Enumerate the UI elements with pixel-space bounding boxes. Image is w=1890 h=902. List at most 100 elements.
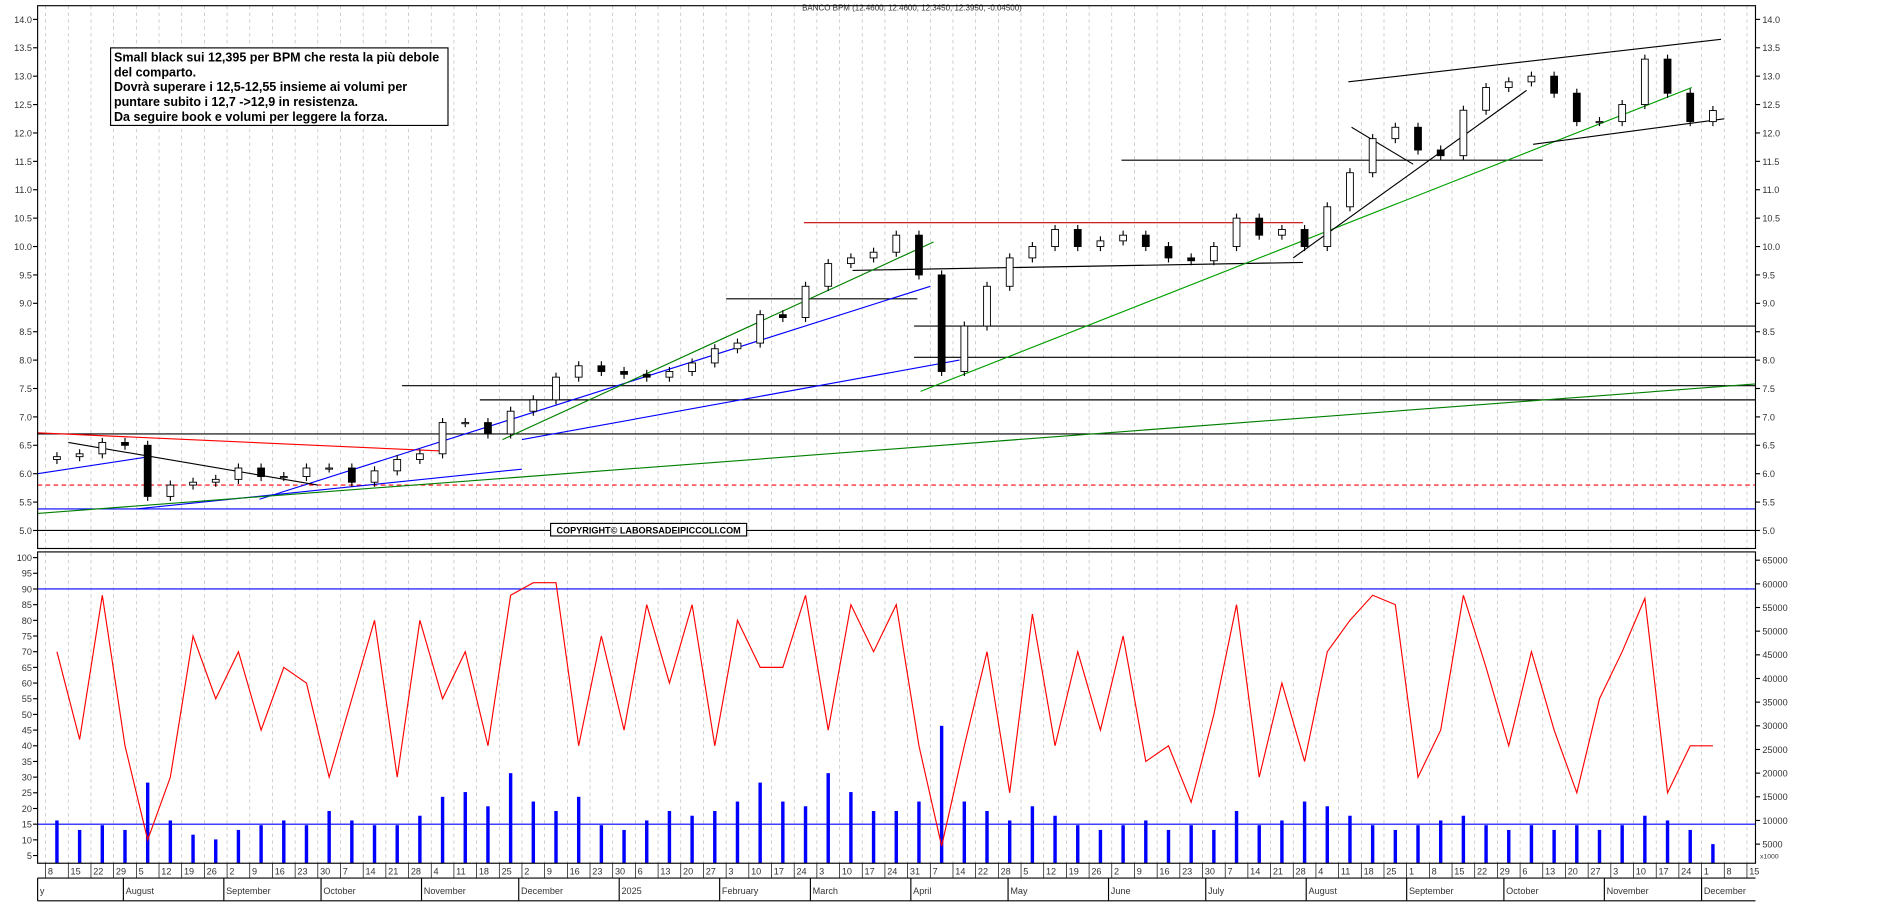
price-tick-label: 13.5: [1762, 43, 1780, 53]
date-tick-label: 14: [955, 867, 965, 877]
price-tick-label: 10.0: [14, 242, 32, 252]
candle-body: [801, 285, 810, 318]
volume-bar: [1257, 825, 1261, 864]
date-tick-label: 3: [728, 867, 733, 877]
candlesticks: [53, 54, 1717, 501]
candle-body: [506, 410, 515, 435]
month-label: August: [1308, 886, 1337, 896]
volume-bar: [214, 839, 218, 864]
date-tick-label: 8: [1727, 867, 1732, 877]
volume-tick-label: 50000: [1762, 627, 1787, 637]
oscillator-tick-label: 100: [17, 553, 32, 563]
candle-body: [1300, 229, 1309, 247]
volume-bar: [55, 820, 59, 864]
volume-tick-label: 45000: [1762, 650, 1787, 660]
date-tick-label: 18: [1364, 867, 1374, 877]
oscillator-line: [56, 582, 1713, 847]
volume-bar: [1575, 825, 1579, 864]
date-tick-label: 24: [796, 867, 806, 877]
volume-bar: [1461, 815, 1466, 864]
date-tick-label: 28: [411, 867, 421, 877]
date-tick-label: 15: [1454, 867, 1464, 877]
volume-bar: [645, 820, 649, 864]
date-tick-label: 23: [297, 867, 307, 877]
candle-body: [75, 453, 84, 458]
date-tick-label: 16: [275, 867, 285, 877]
date-tick-label: 7: [343, 867, 348, 877]
date-tick-label: 28: [1001, 867, 1011, 877]
trendline: [136, 468, 523, 510]
copyright-text: COPYRIGHT© LABORSADEIPICCOLI.COM: [556, 526, 740, 536]
candle-body: [552, 376, 560, 401]
candle-body: [279, 476, 288, 479]
price-tick-label: 12.0: [1762, 128, 1780, 138]
volume-bar: [1189, 825, 1193, 864]
price-tick-label: 8.0: [1762, 356, 1775, 366]
oscillator-tick-label: 70: [22, 647, 32, 657]
candle-body: [257, 467, 265, 477]
oscillator-tick-label: 20: [22, 804, 32, 814]
month-label: October: [1506, 886, 1538, 896]
date-tick-label: 2: [229, 867, 234, 877]
oscillator-tick-label: 50: [22, 710, 32, 720]
date-tick-label: 12: [1046, 867, 1056, 877]
volume-tick-label: 25000: [1762, 745, 1787, 755]
trendline: [37, 383, 1756, 515]
price-tick-label: 7.5: [1762, 384, 1775, 394]
date-tick-label: 29: [1500, 867, 1510, 877]
volume-bar: [1121, 825, 1125, 864]
candle-body: [892, 234, 901, 253]
price-tick-label: 8.0: [19, 356, 32, 366]
volume-bar: [1053, 815, 1057, 864]
candle-body: [574, 365, 583, 378]
candle-body: [1232, 217, 1241, 247]
candle-body: [1414, 126, 1422, 151]
month-label: April: [913, 886, 931, 896]
candle-body: [642, 373, 651, 378]
date-tick-label: 6: [638, 867, 643, 877]
month-label: May: [1010, 886, 1028, 896]
volume-tick-label: 55000: [1762, 603, 1787, 613]
oscillator-tick-label: 5: [27, 851, 32, 861]
date-tick-label: 9: [547, 867, 552, 877]
volume-tick-label: 60000: [1762, 579, 1787, 589]
volume-bar: [599, 825, 604, 864]
trendline: [259, 285, 931, 500]
candle-body: [302, 467, 311, 477]
date-tick-label: 4: [434, 867, 439, 877]
candle-body: [211, 478, 220, 483]
month-label: 2025: [621, 886, 641, 896]
trendline: [852, 261, 1303, 271]
date-tick-label: 27: [1590, 867, 1600, 877]
date-tick-label: 15: [71, 867, 81, 877]
volume-bar: [622, 829, 626, 864]
volume-bar: [849, 792, 853, 864]
month-label: December: [521, 886, 563, 896]
price-tick-label: 8.5: [19, 327, 32, 337]
volume-bar: [1665, 820, 1670, 864]
candle-body: [1436, 149, 1445, 157]
chart-title: BANCO BPM (12.4600, 12.4600, 12.3450, 12…: [802, 3, 1022, 12]
volume-tick-label: 20000: [1762, 769, 1787, 779]
oscillator-tick-label: 90: [22, 584, 32, 594]
candle-body: [1482, 87, 1490, 111]
annotation-line: del comparto.: [114, 65, 196, 79]
volume-bar: [962, 801, 967, 864]
date-tick-label: 9: [1137, 867, 1142, 877]
price-tick-label: 6.0: [19, 469, 32, 479]
volume-bar: [1597, 829, 1602, 864]
price-tick-label: 11.5: [1762, 157, 1779, 167]
candle-body: [983, 285, 991, 327]
volume-bar: [1370, 825, 1375, 864]
price-tick-label: 8.5: [1762, 327, 1775, 337]
candle-body: [733, 342, 742, 350]
candle-body: [1187, 257, 1196, 262]
date-tick-label: 3: [1613, 867, 1618, 877]
date-tick-label: 26: [207, 867, 217, 877]
oscillator-tick-label: 15: [22, 820, 32, 830]
date-tick-label: 12: [161, 867, 171, 877]
volume-bar: [1552, 829, 1556, 864]
candle-body: [484, 422, 492, 435]
date-tick-label: 7: [933, 867, 938, 877]
candle-body: [1141, 234, 1150, 247]
